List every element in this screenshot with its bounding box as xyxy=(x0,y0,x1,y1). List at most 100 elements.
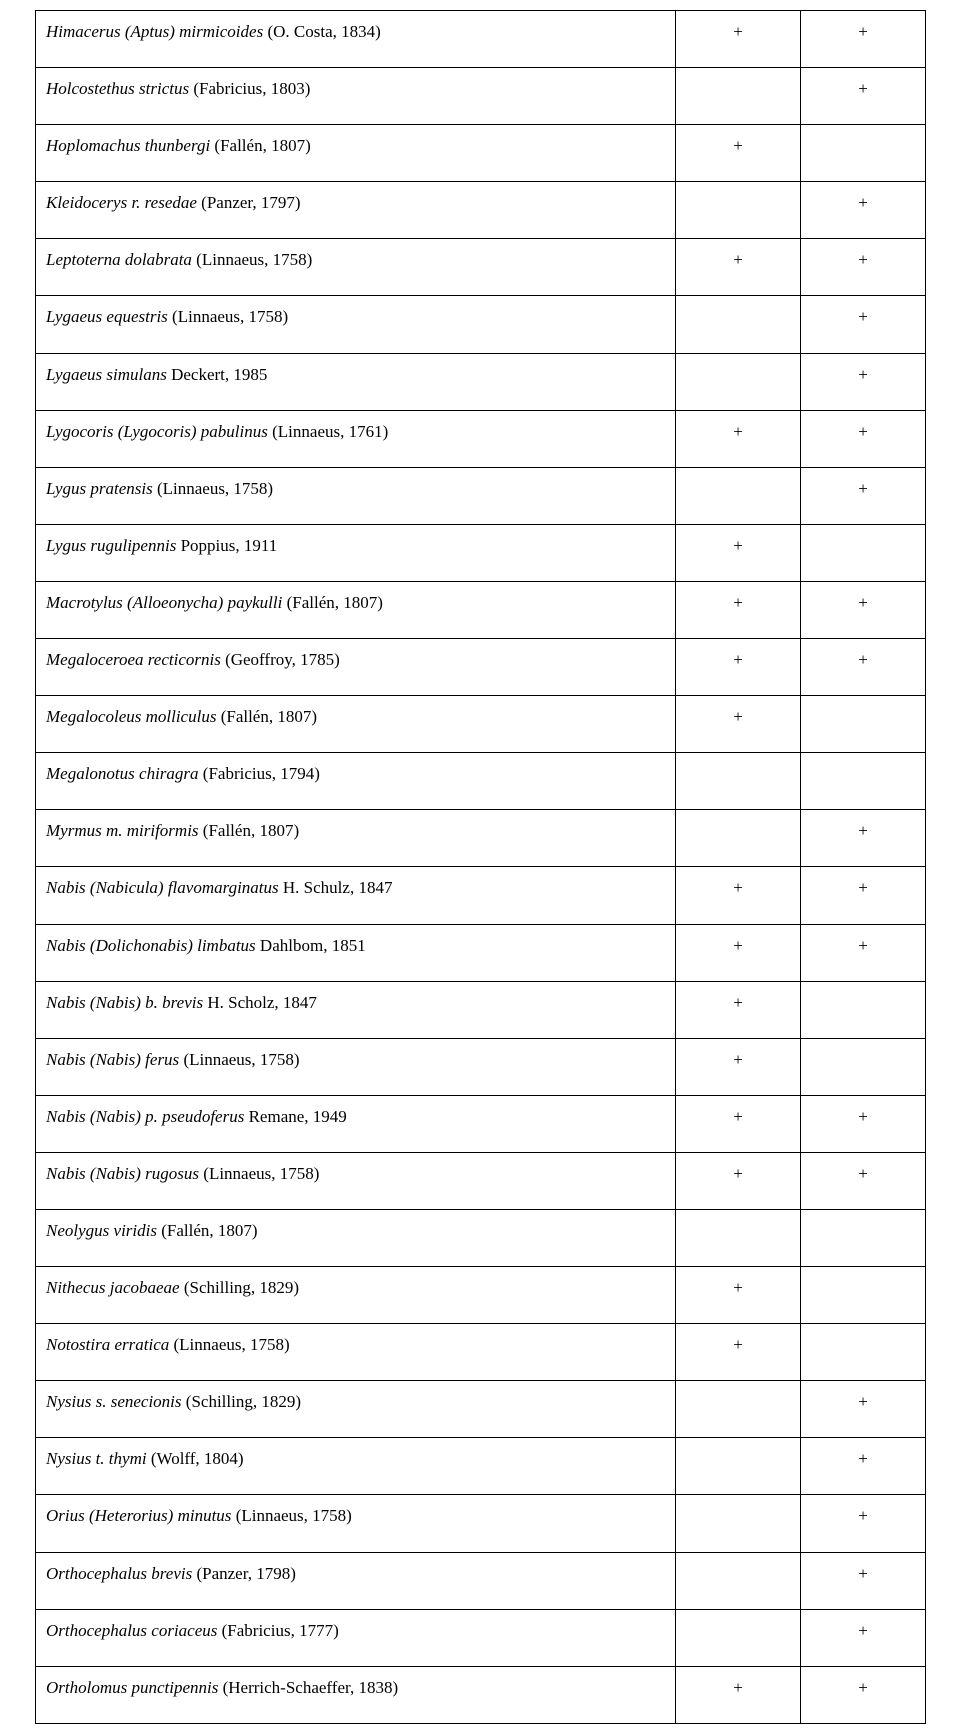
presence-col-2 xyxy=(801,1267,926,1324)
species-name-cell: Macrotylus (Alloeonycha) paykulli (Fallé… xyxy=(36,581,676,638)
species-name-cell: Megalonotus chiragra (Fabricius, 1794) xyxy=(36,753,676,810)
species-name-cell: Hoplomachus thunbergi (Fallén, 1807) xyxy=(36,125,676,182)
species-scientific-name: Nithecus jacobaeae xyxy=(46,1278,180,1297)
presence-col-2: + xyxy=(801,353,926,410)
species-authority: Poppius, 1911 xyxy=(176,536,277,555)
presence-col-2 xyxy=(801,981,926,1038)
species-authority: H. Schulz, 1847 xyxy=(279,878,393,897)
presence-col-1: + xyxy=(676,1324,801,1381)
species-name-cell: Megalocoleus molliculus (Fallén, 1807) xyxy=(36,696,676,753)
presence-col-1 xyxy=(676,68,801,125)
table-row: Kleidocerys r. resedae (Panzer, 1797) + xyxy=(36,182,926,239)
presence-col-2: + xyxy=(801,639,926,696)
presence-col-1 xyxy=(676,1438,801,1495)
presence-col-1 xyxy=(676,1381,801,1438)
presence-col-1 xyxy=(676,1495,801,1552)
presence-col-2: + xyxy=(801,810,926,867)
presence-col-2: + xyxy=(801,182,926,239)
presence-col-2: + xyxy=(801,410,926,467)
species-scientific-name: Lygaeus simulans xyxy=(46,365,167,384)
species-name-cell: Nysius t. thymi (Wolff, 1804) xyxy=(36,1438,676,1495)
presence-col-2: + xyxy=(801,867,926,924)
species-authority: Dahlbom, 1851 xyxy=(256,936,366,955)
species-authority: (Fallén, 1807) xyxy=(210,136,311,155)
table-row: Himacerus (Aptus) mirmicoides (O. Costa,… xyxy=(36,11,926,68)
presence-col-2: + xyxy=(801,1381,926,1438)
species-name-cell: Orthocephalus coriaceus (Fabricius, 1777… xyxy=(36,1609,676,1666)
presence-col-1: + xyxy=(676,1666,801,1723)
species-authority: (Linnaeus, 1758) xyxy=(192,250,312,269)
species-name-cell: Himacerus (Aptus) mirmicoides (O. Costa,… xyxy=(36,11,676,68)
species-authority: (Fabricius, 1777) xyxy=(217,1621,338,1640)
species-name-cell: Ortholomus punctipennis (Herrich-Schaeff… xyxy=(36,1666,676,1723)
table-row: Orthocephalus brevis (Panzer, 1798) + xyxy=(36,1552,926,1609)
species-name-cell: Orius (Heterorius) minutus (Linnaeus, 17… xyxy=(36,1495,676,1552)
species-authority: (Schilling, 1829) xyxy=(182,1392,301,1411)
species-scientific-name: Hoplomachus thunbergi xyxy=(46,136,210,155)
species-scientific-name: Nysius s. senecionis xyxy=(46,1392,182,1411)
species-scientific-name: Himacerus (Aptus) mirmicoides xyxy=(46,22,263,41)
table-row: Lygocoris (Lygocoris) pabulinus (Linnaeu… xyxy=(36,410,926,467)
species-name-cell: Nysius s. senecionis (Schilling, 1829) xyxy=(36,1381,676,1438)
table-row: Lygaeus simulans Deckert, 1985 + xyxy=(36,353,926,410)
table-row: Leptoterna dolabrata (Linnaeus, 1758)++ xyxy=(36,239,926,296)
presence-col-1: + xyxy=(676,981,801,1038)
species-authority: (Linnaeus, 1758) xyxy=(169,1335,289,1354)
species-name-cell: Kleidocerys r. resedae (Panzer, 1797) xyxy=(36,182,676,239)
species-scientific-name: Orius (Heterorius) minutus xyxy=(46,1506,231,1525)
species-scientific-name: Nysius t. thymi xyxy=(46,1449,147,1468)
table-row: Nabis (Nabis) rugosus (Linnaeus, 1758)++ xyxy=(36,1152,926,1209)
presence-col-1: + xyxy=(676,924,801,981)
presence-col-1: + xyxy=(676,1267,801,1324)
presence-col-1: + xyxy=(676,239,801,296)
presence-col-2: + xyxy=(801,1609,926,1666)
species-authority: (Linnaeus, 1758) xyxy=(168,307,288,326)
species-authority: (Panzer, 1797) xyxy=(197,193,301,212)
presence-col-1 xyxy=(676,467,801,524)
table-row: Orthocephalus coriaceus (Fabricius, 1777… xyxy=(36,1609,926,1666)
presence-col-1: + xyxy=(676,1038,801,1095)
table-row: Hoplomachus thunbergi (Fallén, 1807)+ xyxy=(36,125,926,182)
species-name-cell: Myrmus m. miriformis (Fallén, 1807) xyxy=(36,810,676,867)
presence-col-2 xyxy=(801,125,926,182)
presence-col-2: + xyxy=(801,239,926,296)
species-authority: (Panzer, 1798) xyxy=(192,1564,296,1583)
species-name-cell: Megaloceroea recticornis (Geoffroy, 1785… xyxy=(36,639,676,696)
presence-col-1 xyxy=(676,810,801,867)
presence-col-2: + xyxy=(801,1666,926,1723)
presence-col-2: + xyxy=(801,1552,926,1609)
presence-col-1: + xyxy=(676,639,801,696)
table-row: Nysius s. senecionis (Schilling, 1829) + xyxy=(36,1381,926,1438)
presence-col-1 xyxy=(676,182,801,239)
species-scientific-name: Nabis (Nabis) b. brevis xyxy=(46,993,203,1012)
presence-col-1: + xyxy=(676,125,801,182)
species-scientific-name: Lygocoris (Lygocoris) pabulinus xyxy=(46,422,268,441)
species-name-cell: Nithecus jacobaeae (Schilling, 1829) xyxy=(36,1267,676,1324)
species-authority: (Linnaeus, 1758) xyxy=(199,1164,319,1183)
presence-col-1: + xyxy=(676,11,801,68)
presence-col-2: + xyxy=(801,581,926,638)
presence-col-2 xyxy=(801,1209,926,1266)
table-row: Nithecus jacobaeae (Schilling, 1829)+ xyxy=(36,1267,926,1324)
presence-col-2 xyxy=(801,753,926,810)
table-row: Nysius t. thymi (Wolff, 1804) + xyxy=(36,1438,926,1495)
species-name-cell: Lygocoris (Lygocoris) pabulinus (Linnaeu… xyxy=(36,410,676,467)
table-row: Nabis (Nabis) ferus (Linnaeus, 1758)+ xyxy=(36,1038,926,1095)
species-table: Himacerus (Aptus) mirmicoides (O. Costa,… xyxy=(35,10,926,1724)
table-row: Nabis (Dolichonabis) limbatus Dahlbom, 1… xyxy=(36,924,926,981)
species-authority: Remane, 1949 xyxy=(244,1107,346,1126)
species-authority: Deckert, 1985 xyxy=(167,365,268,384)
species-authority: (Fallén, 1807) xyxy=(157,1221,258,1240)
table-row: Nabis (Nabis) b. brevis H. Scholz, 1847 + xyxy=(36,981,926,1038)
presence-col-1: + xyxy=(676,1152,801,1209)
presence-col-1 xyxy=(676,1552,801,1609)
table-row: Lygus pratensis (Linnaeus, 1758)+ xyxy=(36,467,926,524)
species-name-cell: Nabis (Nabis) ferus (Linnaeus, 1758) xyxy=(36,1038,676,1095)
presence-col-1 xyxy=(676,296,801,353)
table-row: Lygus rugulipennis Poppius, 1911+ xyxy=(36,524,926,581)
species-authority: (Fabricius, 1803) xyxy=(189,79,310,98)
species-authority: H. Scholz, 1847 xyxy=(203,993,317,1012)
species-scientific-name: Orthocephalus brevis xyxy=(46,1564,192,1583)
table-row: Nabis (Nabis) p. pseudoferus Remane, 194… xyxy=(36,1095,926,1152)
presence-col-2: + xyxy=(801,1438,926,1495)
